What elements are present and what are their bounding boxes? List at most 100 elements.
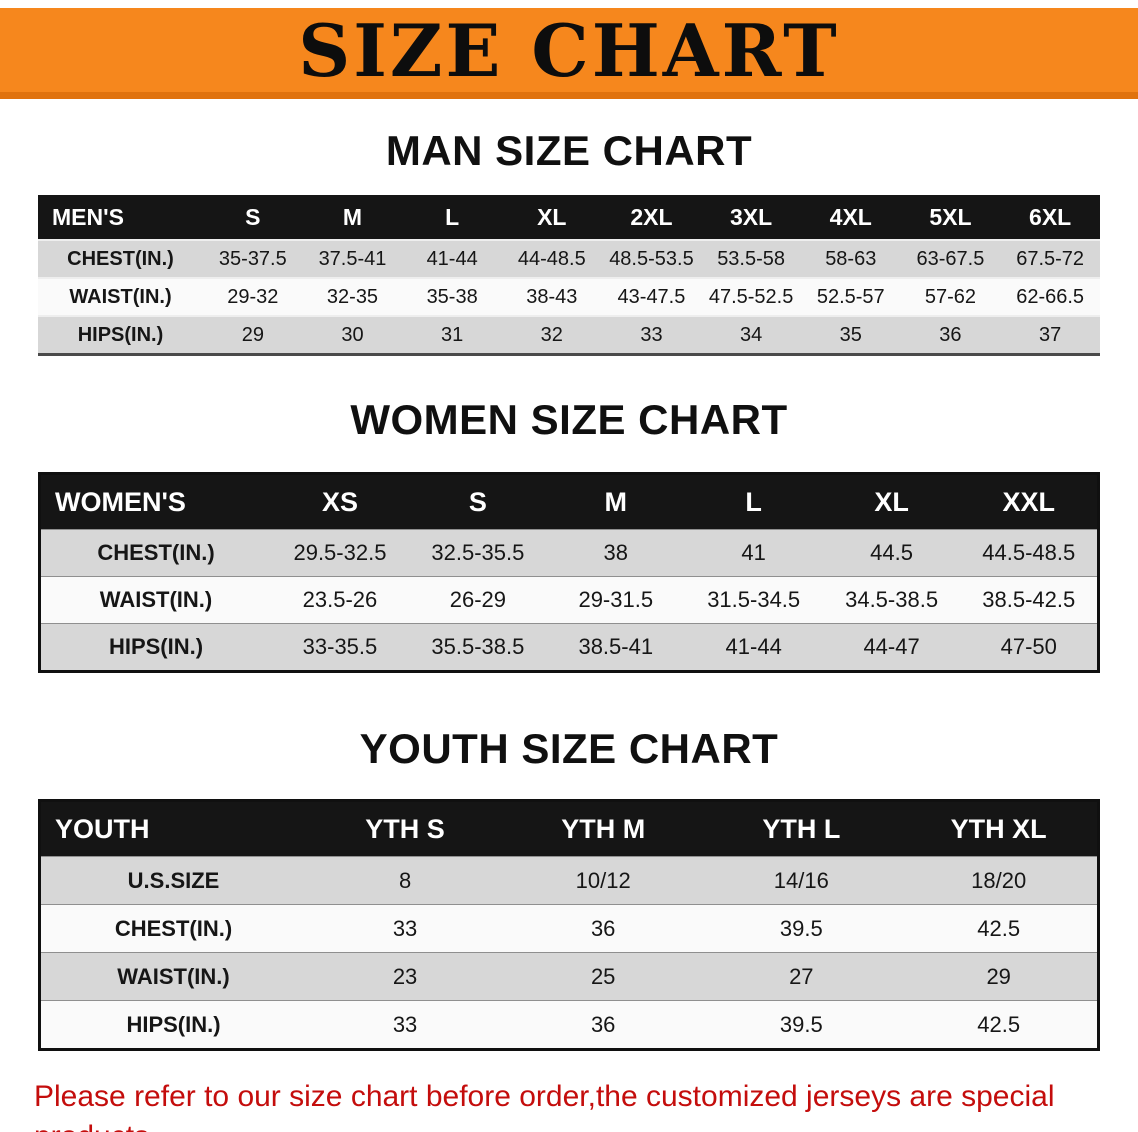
measurement-value: 23	[392, 963, 418, 989]
measurement-value: 29.5-32.5	[293, 540, 387, 565]
measurement-value: 33	[392, 915, 418, 941]
measurement-row: HIPS(IN.) 33-35.5 35.5-38.5 38.5-41 41-44 44-…	[39, 623, 1099, 672]
measurement-value: 34.5-38.5	[845, 587, 939, 612]
measurement-value: 30	[341, 323, 364, 346]
measurement-value: 38	[603, 540, 628, 565]
size-column-header: YTH S	[306, 800, 505, 857]
table-title-cell: WOMEN'S	[39, 473, 271, 530]
size-column-header: 4XL	[800, 195, 901, 240]
measurement-value: 57-62	[924, 285, 976, 308]
table-title-cell: YOUTH	[39, 800, 306, 857]
measurement-value: 8	[398, 867, 412, 893]
size-column-header: 3XL	[701, 195, 801, 240]
measurement-value: 18/20	[971, 867, 1027, 893]
measurement-value: 29-32	[227, 285, 279, 308]
measurement-label: WAIST(IN.)	[99, 587, 213, 612]
measurement-value: 35-37.5	[218, 247, 287, 270]
measurement-row: CHEST(IN.) 29.5-32.5 32.5-35.5 38 41 44.5 44.5…	[39, 529, 1099, 577]
measurement-label: WAIST(IN.)	[117, 963, 230, 989]
measurement-value: 39.5	[779, 1011, 823, 1037]
measurement-value: 31.5-34.5	[707, 587, 801, 612]
measurement-value: 36	[590, 1011, 616, 1037]
size-header-row: WOMEN'S XS S M L XL XXL	[39, 473, 1099, 530]
measurement-value: 37	[1039, 323, 1062, 346]
size-column-header: L	[684, 473, 823, 530]
size-header-row: MEN'S S M L XL 2XL 3XL 4XL 5XL 6XL	[38, 195, 1100, 240]
measurement-value: 38.5-42.5	[982, 587, 1076, 612]
size-column-header: 6XL	[1000, 195, 1100, 240]
measurement-value: 35	[839, 323, 862, 346]
measurement-value: 58-63	[825, 247, 877, 270]
measurement-label: WAIST(IN.)	[69, 285, 172, 308]
measurement-value: 27	[789, 963, 814, 989]
measurement-value: 63-67.5	[916, 247, 985, 270]
size-chart-banner: SIZE CHART	[0, 8, 1138, 99]
measurement-value: 37.5-41	[318, 247, 387, 270]
measurement-value: 42.5	[977, 915, 1021, 941]
measurement-value: 14/16	[773, 867, 829, 893]
measurement-value: 41	[741, 540, 766, 565]
measurement-value: 52.5-57	[816, 285, 885, 308]
measurement-value: 33-35.5	[302, 634, 378, 659]
size-header-row: YOUTH YTH S YTH M YTH L YTH XL	[39, 800, 1099, 857]
measurement-row: HIPS(IN.) 33 36 39.5 42.5	[39, 1000, 1099, 1050]
measurement-label: U.S.SIZE	[127, 867, 220, 893]
measurement-value: 25	[590, 963, 616, 989]
measurement-value: 36	[590, 915, 616, 941]
youth-size-chart-heading: YOUTH SIZE CHART	[359, 725, 779, 772]
size-column-header: L	[402, 195, 502, 240]
measurement-value: 43-47.5	[617, 285, 686, 308]
measurement-value: 42.5	[977, 1011, 1021, 1037]
measurement-label: CHEST(IN.)	[67, 247, 174, 270]
measurement-label: HIPS(IN.)	[108, 634, 204, 659]
measurement-value: 47-50	[1000, 634, 1057, 659]
women-size-chart-heading: WOMEN SIZE CHART	[350, 396, 788, 443]
mens-size-table: MEN'S S M L XL 2XL 3XL 4XL 5XL 6XL CHEST(IN.) 35-37…	[38, 195, 1100, 356]
measurement-label: HIPS(IN.)	[77, 323, 164, 346]
measurement-value: 29	[986, 963, 1011, 989]
measurement-value: 44-47	[863, 634, 920, 659]
measurement-value: 29	[241, 323, 264, 346]
measurement-value: 48.5-53.5	[609, 247, 694, 270]
measurement-label: HIPS(IN.)	[126, 1011, 221, 1037]
size-column-header: XL	[501, 195, 602, 240]
measurement-label: CHEST(IN.)	[97, 540, 215, 565]
measurement-value: 23.5-26	[302, 587, 378, 612]
measurement-value: 33	[392, 1011, 418, 1037]
size-column-header: XS	[271, 473, 409, 530]
measurement-value: 53.5-58	[717, 247, 786, 270]
measurement-value: 44.5	[870, 540, 913, 565]
size-column-header: 2XL	[601, 195, 702, 240]
measurement-row: CHEST(IN.) 35-37.5 37.5-41 41-44 44-48.5 48.5…	[38, 240, 1100, 278]
disclaimer-text: Please refer to our size chart before or…	[0, 1077, 1138, 1132]
size-column-header: XL	[822, 473, 961, 530]
measurement-value: 34	[739, 323, 763, 346]
womens-size-table: WOMEN'S XS S M L XL XXL CHEST(IN.) 29.5-32.5 32.5…	[38, 472, 1100, 673]
measurement-value: 35.5-38.5	[431, 634, 525, 659]
measurement-value: 47.5-52.5	[708, 285, 794, 308]
size-chart-title: SIZE CHART	[298, 7, 840, 93]
measurement-value: 10/12	[575, 867, 631, 893]
measurement-value: 41-44	[725, 634, 782, 659]
size-column-header: M	[546, 473, 685, 530]
measurement-label: CHEST(IN.)	[114, 915, 233, 941]
measurement-row: U.S.SIZE 8 10/12 14/16 18/20	[39, 856, 1099, 905]
measurement-value: 32	[540, 323, 563, 346]
measurement-row: WAIST(IN.) 23 25 27 29	[39, 952, 1099, 1001]
measurement-row: CHEST(IN.) 33 36 39.5 42.5	[39, 904, 1099, 953]
size-column-header: 5XL	[900, 195, 1001, 240]
youth-size-table: YOUTH YTH S YTH M YTH L YTH XL U.S.SIZE 8 10/12…	[38, 799, 1100, 1051]
size-column-header: M	[302, 195, 403, 240]
measurement-value: 33	[640, 323, 663, 346]
measurement-value: 41-44	[426, 247, 478, 270]
measurement-value: 62-66.5	[1016, 285, 1085, 308]
measurement-value: 35-38	[426, 285, 478, 308]
measurement-value: 39.5	[779, 915, 823, 941]
size-column-header: S	[408, 473, 547, 530]
measurement-value: 32-35	[326, 285, 379, 308]
measurement-value: 67.5-72	[1016, 247, 1085, 270]
table-title-cell: MEN'S	[38, 195, 203, 240]
measurement-value: 26-29	[449, 587, 506, 612]
measurement-value: 44-48.5	[517, 247, 586, 270]
